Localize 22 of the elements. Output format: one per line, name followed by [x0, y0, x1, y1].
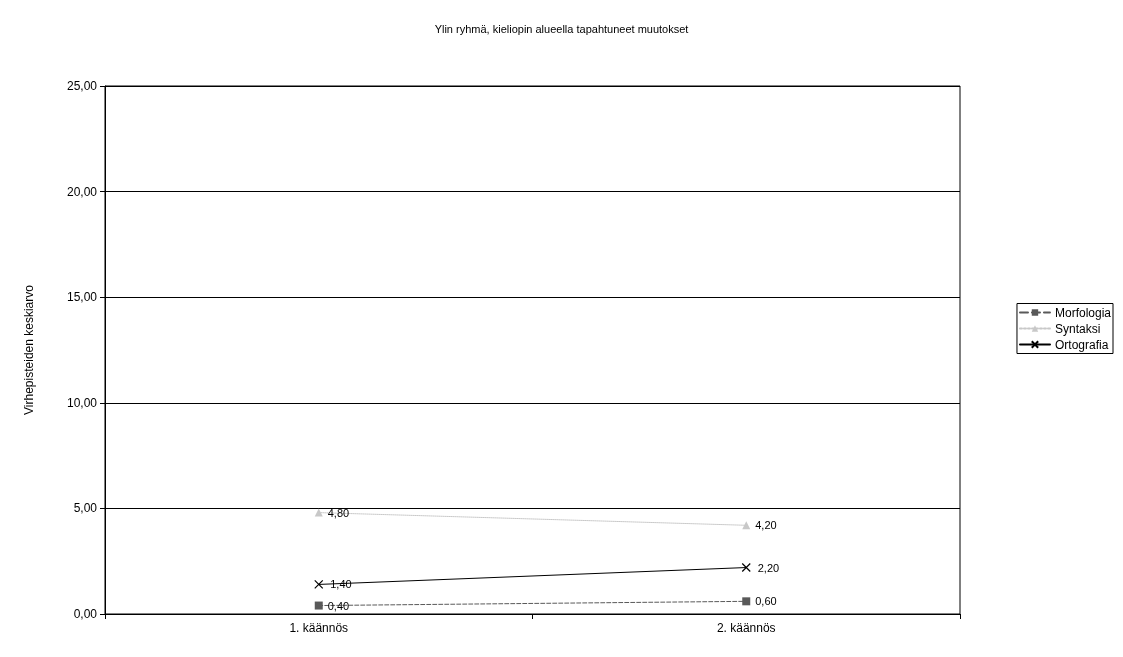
- point: [741, 562, 751, 573]
- point: [314, 579, 324, 590]
- data-label: 4,20: [755, 519, 777, 532]
- y-tick-label: 5,00: [73, 501, 98, 516]
- data-label: 0,60: [755, 595, 777, 608]
- legend-label: Morfologia: [1054, 305, 1112, 320]
- y-axis-title: Virhepisteiden keskiarvo: [22, 284, 36, 415]
- legend-label: Syntaksi: [1054, 321, 1101, 336]
- data-label: 0,40: [327, 599, 350, 612]
- y-tick-label: 0,00: [73, 607, 98, 621]
- x-tick-label: 1. käännös: [289, 621, 349, 635]
- point: [742, 597, 751, 606]
- y-tick-label: 20,00: [66, 184, 98, 199]
- y-tick-label: 15,00: [66, 290, 98, 305]
- x-tick-label: 2. käännös: [716, 621, 776, 635]
- data-label: 4,80: [327, 506, 350, 519]
- legend-label: Ortografia: [1054, 337, 1109, 352]
- data-label: 2,20: [757, 561, 780, 574]
- point: [314, 601, 323, 610]
- y-tick-label: 10,00: [66, 395, 98, 410]
- chart-title: Ylin ryhmä, kieliopin alueella tapahtuneet muutokset: [434, 22, 689, 35]
- y-tick-label: 25,00: [66, 79, 98, 93]
